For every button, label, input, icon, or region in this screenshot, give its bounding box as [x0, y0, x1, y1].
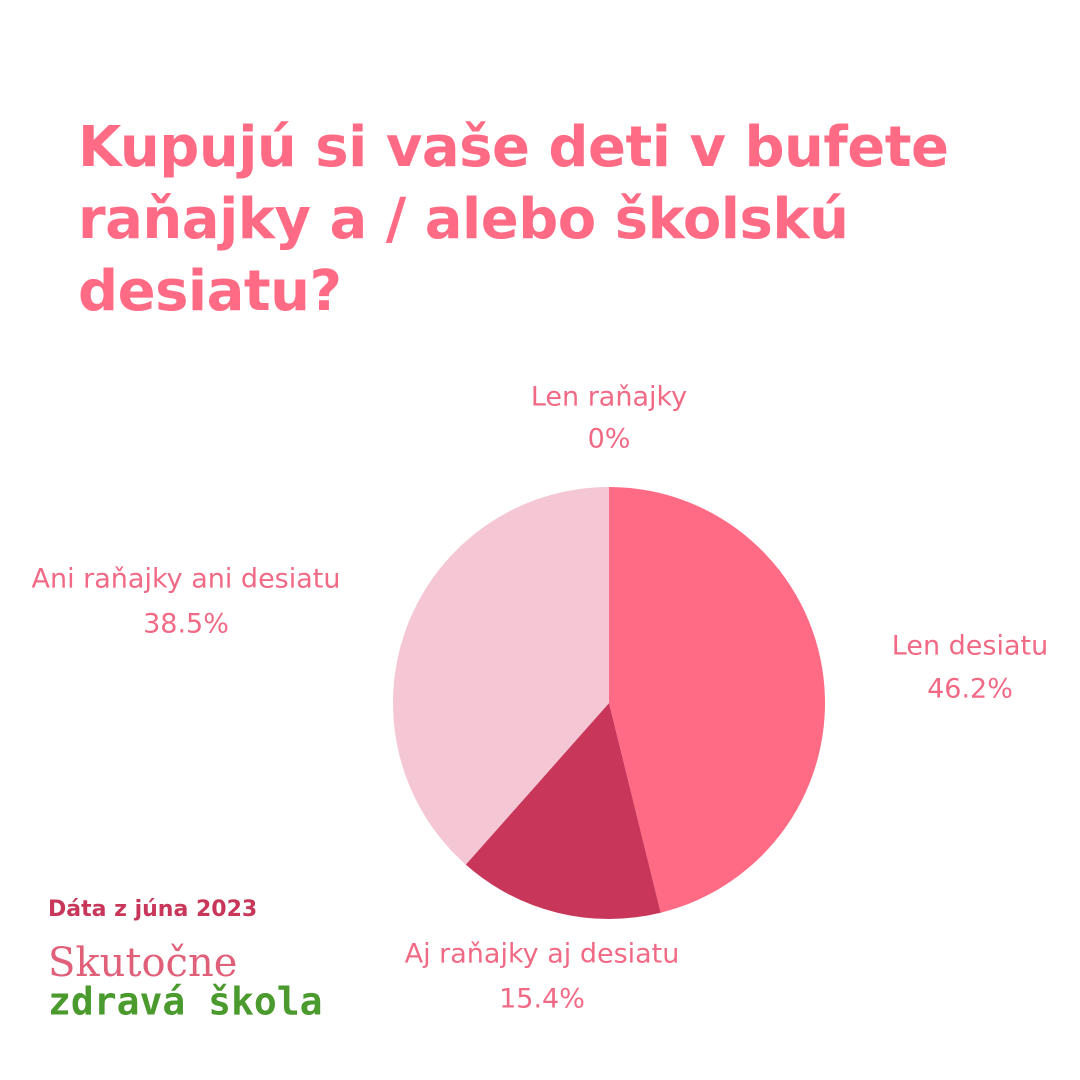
brand-line: zdravá škola [48, 980, 323, 1024]
pie-slice [609, 487, 826, 913]
pie-slice [465, 703, 661, 920]
brand-line: Skutočne [48, 940, 237, 986]
slice-value: 38.5% [143, 609, 229, 640]
slice-value: 46.2% [927, 674, 1013, 705]
slice-label: Aj raňajky aj desiatu [405, 939, 680, 970]
pie-slice [393, 487, 609, 865]
slice-value: 0% [588, 424, 631, 455]
chart-title: Kupujú si vaše deti v bufete raňajky a /… [78, 115, 949, 324]
source-note: Dáta z júna 2023 [48, 897, 257, 922]
slice-label: Ani raňajky ani desiatu [31, 564, 340, 595]
slice-value: 15.4% [499, 984, 585, 1015]
slice-label: Len raňajky [531, 382, 687, 413]
slice-label: Len desiatu [892, 631, 1048, 662]
